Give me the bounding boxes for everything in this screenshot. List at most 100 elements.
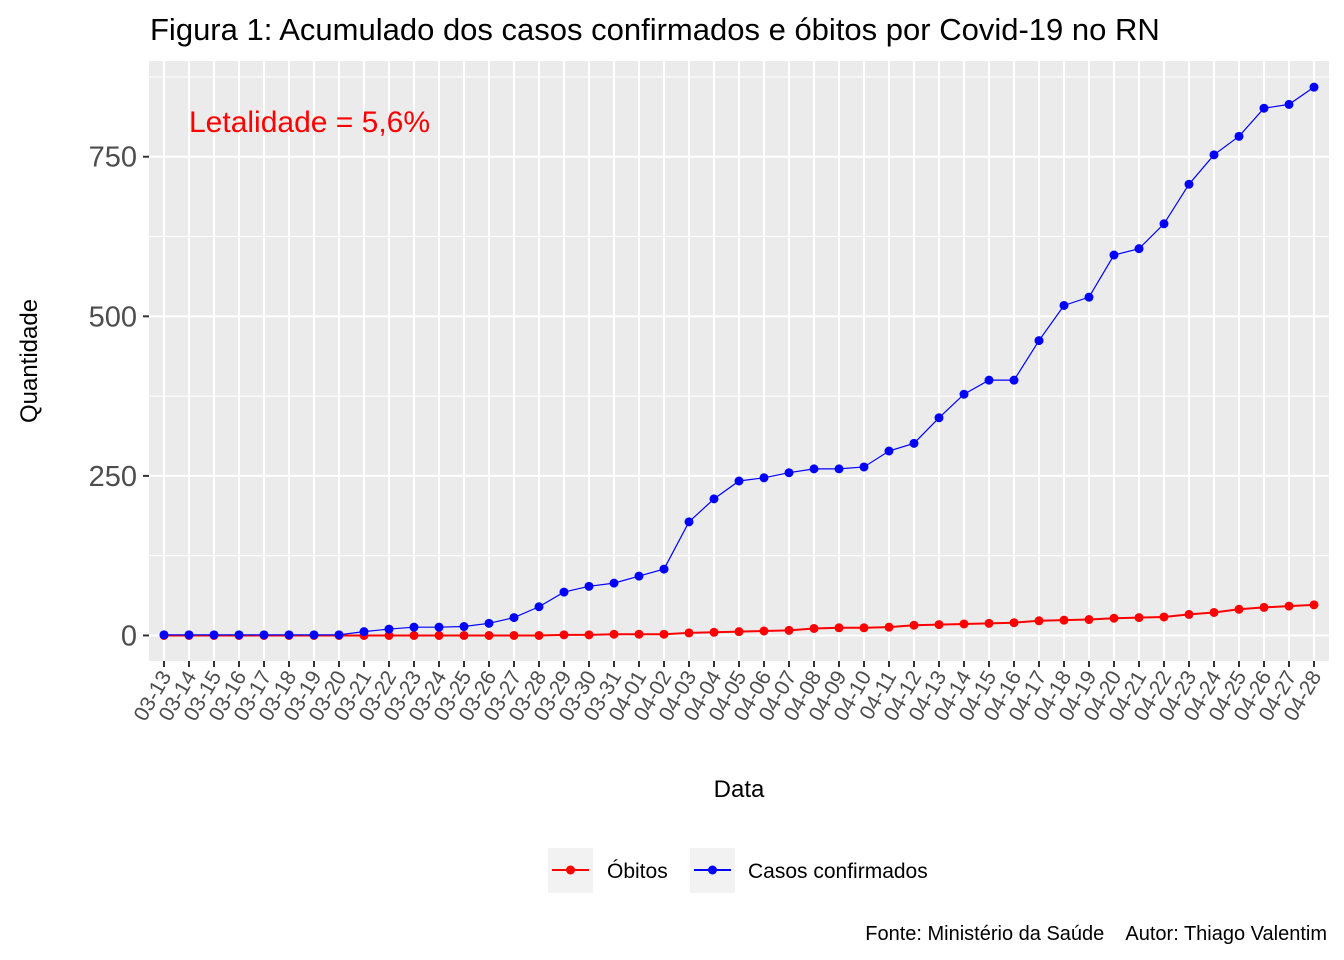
data-point [259,630,269,640]
data-point [984,618,994,628]
legend-label: Óbitos [607,860,668,883]
data-point [709,494,719,504]
y-axis: 0 250 500 750 [89,142,149,652]
data-point [434,622,444,632]
data-point [609,629,619,639]
data-point [209,630,219,640]
data-point [409,622,419,632]
x-axis-title: Data [714,776,765,803]
data-point [784,468,794,478]
series-casos-confirmados [159,82,1319,640]
data-point [459,630,469,640]
data-point [534,602,544,612]
data-point [334,630,344,640]
data-point [734,627,744,637]
data-point [884,622,894,632]
data-point [984,375,994,385]
data-point [1259,103,1269,113]
data-point [959,619,969,629]
data-point [1109,250,1119,260]
data-point [934,620,944,630]
data-point [1159,612,1169,622]
data-point [1284,99,1294,109]
data-point [1309,82,1319,92]
data-point [1284,601,1294,611]
data-point [584,581,594,591]
data-point [684,517,694,527]
data-point [284,630,294,640]
data-point [1234,604,1244,614]
data-point [709,627,719,637]
data-point [859,623,869,633]
data-point [509,630,519,640]
data-point [634,571,644,581]
x-axis: 03-1303-1403-1503-1603-1703-1803-1903-20… [130,661,1326,725]
data-point [1159,219,1169,229]
data-point [1034,616,1044,626]
data-point [359,627,369,637]
data-point [684,628,694,638]
data-point [184,630,194,640]
legend-item: Casos confirmados [690,848,928,893]
y-tick-label: 500 [89,301,137,333]
data-point [1009,618,1019,628]
data-point [809,464,819,474]
data-point [1084,615,1094,625]
y-tick-label: 250 [89,461,137,493]
data-point [634,629,644,639]
legend: Óbitos Casos confirmados [548,848,928,893]
data-point [659,629,669,639]
data-point [834,623,844,633]
data-point [1209,150,1219,160]
data-point [559,587,569,597]
data-point [484,630,494,640]
data-point [1184,179,1194,189]
data-point [384,624,394,634]
data-point [159,630,169,640]
data-point [234,630,244,640]
data-point [734,476,744,486]
chart-title: Figura 1: Acumulado dos casos confirmado… [150,12,1160,47]
data-point [609,578,619,588]
data-point [909,620,919,630]
data-point [909,438,919,448]
grid-lines [149,61,1329,661]
data-point [959,389,969,399]
caption: Fonte: Ministério da Saúde Autor: Thiago… [865,923,1327,945]
data-point [509,613,519,623]
data-point [434,630,444,640]
data-point [759,626,769,636]
data-point [784,625,794,635]
y-tick-label: 750 [89,142,137,174]
data-point [1009,375,1019,385]
data-point [459,622,469,632]
data-point [1134,244,1144,254]
data-point [1184,609,1194,619]
lethality-annotation: Letalidade = 5,6% [189,106,430,139]
legend-key-point [708,865,717,875]
data-point [759,473,769,483]
legend-item: Óbitos [548,848,668,893]
data-point [834,464,844,474]
y-axis-title: Quantidade [16,299,43,423]
y-tick-label: 0 [121,620,137,652]
data-point [1109,613,1119,623]
data-point [659,564,669,574]
data-point [1259,602,1269,612]
series-layer [159,82,1319,640]
data-point [584,630,594,640]
data-point [809,623,819,633]
data-point [1134,613,1144,623]
legend-label: Casos confirmados [748,860,928,883]
data-point [1084,292,1094,302]
data-point [859,462,869,472]
data-point [559,630,569,640]
data-point [1059,615,1069,625]
data-point [484,618,494,628]
data-point [1234,131,1244,141]
data-point [934,413,944,423]
data-point [884,446,894,456]
data-point [384,630,394,640]
data-point [409,630,419,640]
